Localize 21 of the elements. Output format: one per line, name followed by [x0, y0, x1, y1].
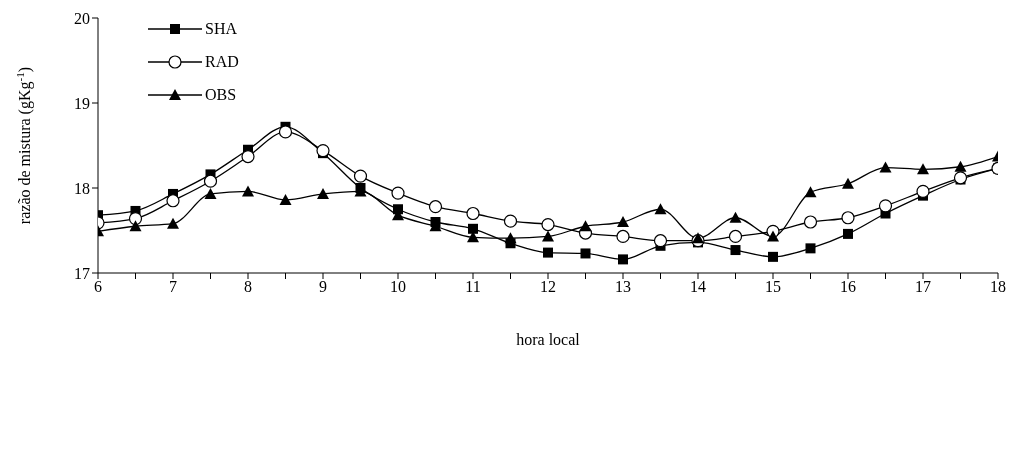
x-axis-title: hora local [516, 331, 581, 348]
legend-label: RAD [205, 52, 239, 71]
x-tick-label: 8 [244, 278, 252, 296]
y-tick-label: 20 [74, 9, 90, 27]
x-tick-label: 12 [540, 278, 556, 296]
legend-label: OBS [205, 85, 237, 104]
x-tick-label: 18 [990, 278, 1006, 296]
legend-label: SHA [205, 19, 238, 38]
x-tick-label: 11 [465, 278, 481, 296]
y-tick-label: 18 [74, 179, 90, 197]
x-tick-label: 13 [615, 278, 631, 296]
x-tick-label: 16 [840, 278, 856, 296]
x-tick-label: 15 [765, 278, 781, 296]
x-tick-label: 9 [319, 278, 327, 296]
y-tick-label: 19 [74, 94, 90, 112]
x-tick-label: 17 [915, 278, 931, 296]
x-tick-label: 10 [390, 278, 406, 296]
y-tick-label: 17 [74, 264, 90, 282]
x-tick-label: 6 [94, 278, 102, 296]
x-tick-label: 14 [690, 278, 706, 296]
x-tick-label: 7 [169, 278, 177, 296]
